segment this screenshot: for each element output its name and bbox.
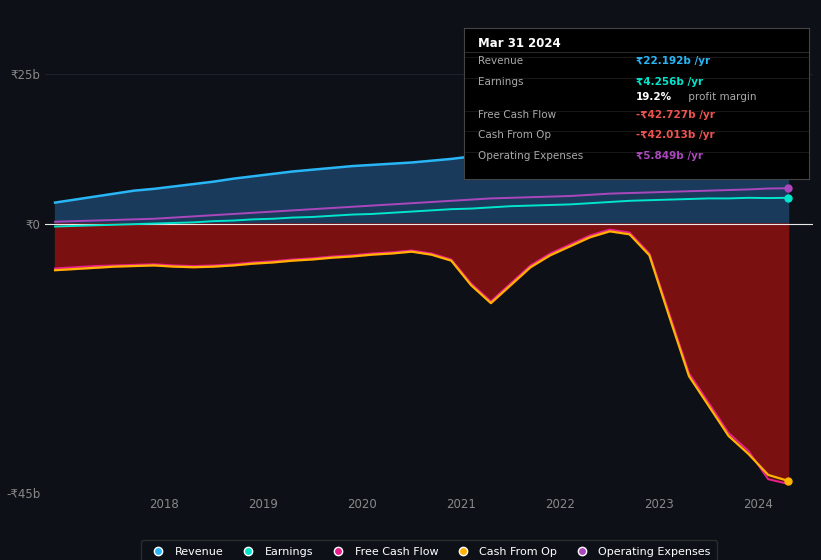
Text: ₹22.192b /yr: ₹22.192b /yr <box>636 56 710 66</box>
Text: Free Cash Flow: Free Cash Flow <box>478 110 556 120</box>
Text: Revenue: Revenue <box>478 56 523 66</box>
Text: Cash From Op: Cash From Op <box>478 130 551 140</box>
Text: Operating Expenses: Operating Expenses <box>478 151 583 161</box>
Text: ₹4.256b /yr: ₹4.256b /yr <box>636 77 704 87</box>
Text: -₹42.727b /yr: -₹42.727b /yr <box>636 110 715 120</box>
Text: Mar 31 2024: Mar 31 2024 <box>478 37 561 50</box>
Text: profit margin: profit margin <box>685 92 756 102</box>
Text: Earnings: Earnings <box>478 77 523 87</box>
Text: ₹5.849b /yr: ₹5.849b /yr <box>636 151 704 161</box>
Text: -₹42.013b /yr: -₹42.013b /yr <box>636 130 715 140</box>
Legend: Revenue, Earnings, Free Cash Flow, Cash From Op, Operating Expenses: Revenue, Earnings, Free Cash Flow, Cash … <box>140 540 718 560</box>
Text: 19.2%: 19.2% <box>636 92 672 102</box>
